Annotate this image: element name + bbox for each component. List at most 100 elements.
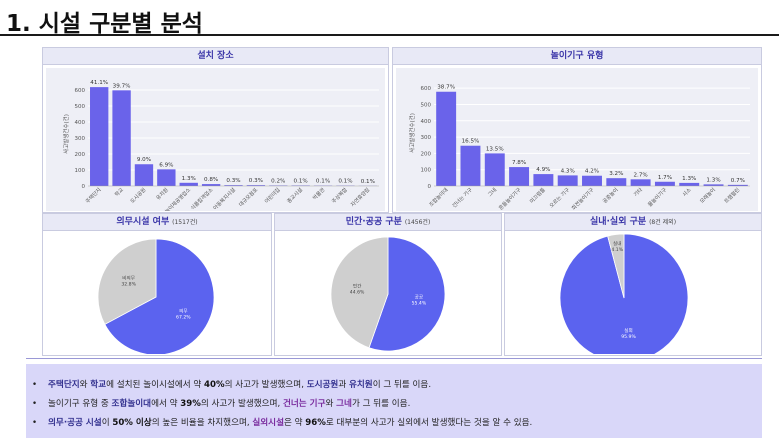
x-tick-label: 자연휴양림 bbox=[349, 186, 372, 209]
public-private-chart-header: 민간·공공 구분 (1456건) bbox=[275, 214, 501, 231]
mandatory-chart-panel: 의무시설 여부 (1517건) 의무 67.2% 비의무 32.8% bbox=[42, 213, 272, 356]
location-chart-header: 설치 장소 bbox=[43, 48, 388, 65]
data-label: 2.7% bbox=[634, 172, 648, 178]
page-title: 1. 시설 구분별 분석 bbox=[6, 11, 203, 37]
location-bar-chart: 0 100 200 300 400 500 600 사고발생건수(건) 41.1% 주택단지 39.… bbox=[62, 80, 379, 211]
y-tick-label: 200 bbox=[75, 152, 86, 158]
x-tick-label: 오르는 기구 bbox=[547, 186, 571, 210]
indoor-outdoor-chart-panel: 실내·실외 구분 (8건 제외) 실외 95.9% 실내 4.1% bbox=[504, 213, 762, 356]
summary-text: 가 그 뒤를 이음. bbox=[351, 399, 411, 409]
bar bbox=[157, 169, 176, 186]
slice-label: 실내 bbox=[613, 240, 621, 247]
equipment-chart-area: 0 100 200 300 400 500 600 사고발생건수(건) 38.7% 조합놀이대 16… bbox=[396, 68, 758, 211]
summary-text: 놀이기구 유형 중 bbox=[48, 399, 112, 409]
slice-label: 실외 bbox=[624, 327, 632, 334]
y-tick-label: 600 bbox=[421, 86, 432, 92]
summary-text: 유치원 bbox=[348, 380, 373, 390]
y-tick-label: 100 bbox=[75, 168, 86, 174]
summary-text: 에 설치된 놀이시설에서 약 bbox=[106, 380, 205, 390]
data-label: 0.1% bbox=[361, 179, 375, 185]
location-chart-area: 0 100 200 300 400 500 600 사고발생건수(건) 41.1% 주택단지 39.… bbox=[46, 68, 385, 211]
summary-divider bbox=[26, 358, 762, 359]
y-tick-label: 0 bbox=[82, 184, 86, 190]
x-tick-label: 식품접객업소 bbox=[189, 186, 215, 211]
data-label: 0.1% bbox=[338, 179, 352, 185]
public-private-chart-panel: 민간·공공 구분 (1456건) 공공 55.4% 민간 44.6% bbox=[274, 213, 502, 356]
bar bbox=[679, 182, 700, 186]
y-tick-label: 0 bbox=[428, 184, 432, 190]
equipment-chart-panel: 놀이기구 유형 0 100 200 300 400 500 600 사고발생건수(건) 38.7… bbox=[392, 47, 762, 213]
summary-text: 의 사고가 발생했으며, bbox=[200, 399, 283, 409]
y-tick-label: 100 bbox=[421, 168, 432, 174]
x-tick-label: 아동복지시설 bbox=[211, 186, 237, 211]
bullet-icon: • bbox=[32, 418, 38, 428]
public-private-chart-area: 공공 55.4% 민간 44.6% bbox=[278, 234, 500, 354]
data-label: 9.0% bbox=[137, 157, 151, 163]
summary-text: 에서 약 bbox=[151, 399, 181, 409]
summary-text: 로 대부분의 사고가 실외에서 발생했다는 것을 알 수 있음. bbox=[325, 418, 533, 428]
location-chart-title: 설치 장소 bbox=[197, 51, 234, 61]
mandatory-chart-header: 의무시설 여부 (1517건) bbox=[43, 214, 271, 231]
x-tick-label: 건너는 기구 bbox=[450, 186, 474, 210]
summary-list: • 주택단지와 학교에 설치된 놀이시설에서 약 40%의 사고가 발생했으며, … bbox=[26, 364, 762, 433]
x-tick-label: 모래놀이 bbox=[698, 186, 717, 205]
bar bbox=[224, 185, 243, 186]
summary-text: 은 약 bbox=[284, 418, 306, 428]
summary-text: 학교 bbox=[90, 380, 107, 390]
slice-label: 민간 bbox=[353, 283, 362, 290]
x-tick-label: 시소 bbox=[681, 186, 693, 198]
data-label: 0.1% bbox=[316, 179, 330, 185]
x-tick-label: 종교시설 bbox=[285, 186, 304, 205]
summary-text: 실외시설 bbox=[252, 418, 284, 428]
equipment-chart-title: 놀이기구 유형 bbox=[550, 51, 604, 61]
summary-text: 조합놀이대 bbox=[111, 399, 152, 409]
data-label: 0.2% bbox=[271, 179, 285, 185]
summary-text: 39% bbox=[180, 399, 201, 409]
summary-item: • 놀이기구 유형 중 조합놀이대에서 약 39%의 사고가 발생했으며, 건너는… bbox=[32, 395, 762, 414]
bar bbox=[436, 91, 457, 186]
bar bbox=[703, 184, 724, 186]
title-bar: 1. 시설 구분별 분석 bbox=[0, 0, 779, 37]
bar bbox=[533, 174, 554, 186]
bar bbox=[606, 178, 627, 186]
bar bbox=[179, 182, 198, 186]
y-tick-label: 400 bbox=[75, 120, 86, 126]
slice-label: 공공 bbox=[415, 294, 423, 300]
summary-text: 50% 이상 bbox=[112, 418, 152, 428]
data-label: 16.5% bbox=[462, 139, 480, 145]
slice-value: 67.2% bbox=[176, 314, 191, 320]
bar bbox=[460, 145, 481, 186]
x-tick-label: 물놀이기구 bbox=[646, 186, 669, 209]
bar bbox=[557, 175, 578, 186]
slice-value: 44.6% bbox=[350, 290, 365, 296]
summary-box: • 주택단지와 학교에 설치된 놀이시설에서 약 40%의 사고가 발생했으며, … bbox=[26, 364, 762, 438]
summary-text: 96% bbox=[305, 418, 326, 428]
x-tick-label: 주상복합 bbox=[330, 186, 349, 205]
data-label: 1.7% bbox=[658, 175, 672, 181]
bullet-icon: • bbox=[32, 380, 38, 390]
data-label: 1.3% bbox=[706, 177, 720, 183]
x-tick-label: 주택단지 bbox=[83, 186, 102, 205]
data-label: 0.1% bbox=[294, 179, 308, 185]
bar bbox=[582, 175, 602, 186]
mandatory-chart-subtitle: (1517건) bbox=[172, 219, 198, 226]
x-tick-label: 학교 bbox=[113, 186, 126, 199]
pie-slice bbox=[104, 238, 215, 354]
x-tick-label: 대규모점포 bbox=[237, 186, 260, 209]
equipment-chart-header: 놀이기구 유형 bbox=[393, 48, 761, 65]
bar bbox=[201, 184, 221, 186]
bar bbox=[509, 167, 530, 186]
x-tick-label: 회전놀이기구 bbox=[570, 186, 596, 211]
y-tick-label: 200 bbox=[421, 151, 432, 157]
summary-item: • 주택단지와 학교에 설치된 놀이시설에서 약 40%의 사고가 발생했으며, … bbox=[32, 376, 762, 395]
x-tick-label: 박물관 bbox=[311, 186, 327, 202]
x-tick-label: 미끄럼틀 bbox=[528, 186, 547, 205]
bar bbox=[654, 181, 675, 186]
pie-slice bbox=[330, 236, 389, 349]
y-tick-label: 300 bbox=[75, 136, 86, 142]
slice-label: 의무 bbox=[179, 307, 187, 314]
summary-text: 주택단지 bbox=[48, 380, 80, 390]
